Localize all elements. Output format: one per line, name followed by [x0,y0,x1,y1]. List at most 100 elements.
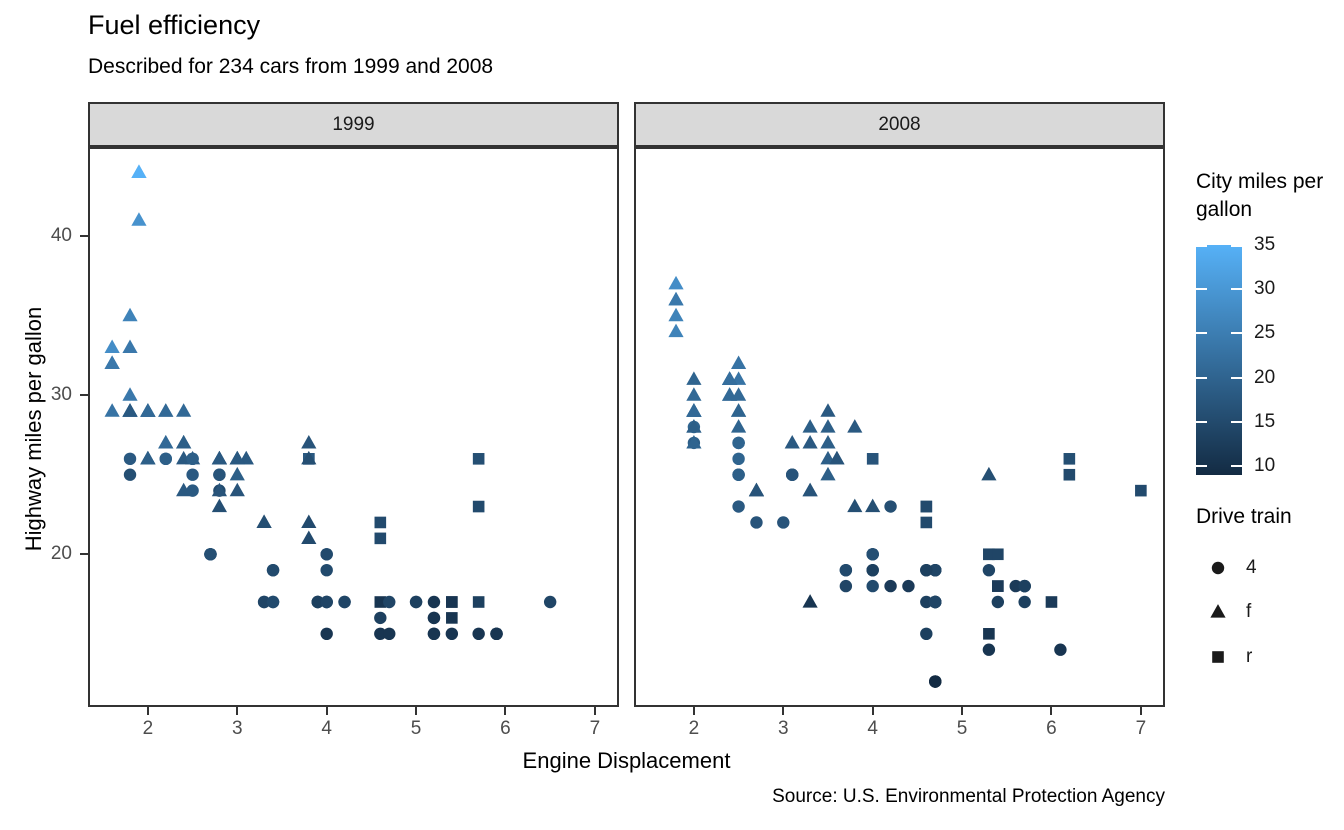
colorbar-tick-label: 35 [1254,234,1276,255]
data-point [802,419,818,433]
x-axis-title: Engine Displacement [522,748,731,773]
data-point [1018,579,1031,593]
plot-panel [88,147,619,707]
x-axis-tick [782,707,785,715]
data-point [732,500,745,513]
x-axis-tick-label: 4 [321,718,332,739]
data-point [1210,604,1226,618]
data-point [920,595,933,609]
data-point [866,563,879,577]
data-point [122,387,138,401]
data-point [820,403,836,417]
data-point [802,482,818,497]
data-point [374,611,387,625]
legend-key-4 [1198,548,1238,588]
colorbar-tick [1196,465,1207,468]
chart-caption: Source: U.S. Environmental Protection Ag… [772,786,1165,807]
data-point [786,468,799,481]
data-point [131,212,147,226]
data-point [211,498,228,513]
legend-label-r: r [1246,646,1253,667]
data-point [839,579,853,593]
x-axis-tick [1050,707,1053,715]
data-point [472,627,485,641]
data-point [123,452,137,466]
data-point [445,627,459,641]
data-point [176,435,192,449]
data-point [320,595,333,609]
data-point [229,450,245,465]
x-axis-tick [1139,707,1142,715]
color-legend-bar [1196,245,1242,475]
data-point [374,516,387,529]
data-point [929,595,942,609]
data-point [732,436,745,450]
data-point [1063,453,1076,465]
colorbar-tick-label: 20 [1254,366,1276,388]
data-point [992,580,1004,592]
data-point [866,548,879,561]
data-point [374,627,387,641]
data-point [929,675,942,688]
data-point [902,579,915,593]
data-point [929,563,942,577]
data-point [446,612,458,624]
data-point [820,466,836,481]
data-point [920,516,933,529]
data-point [186,452,199,466]
y-axis-tick [80,235,88,238]
y-axis-tick-label: 30 [50,384,72,406]
data-point [543,595,557,609]
y-axis-tick [80,553,88,556]
data-point [866,453,879,465]
data-point [122,339,138,354]
y-axis-tick-label: 20 [50,543,72,565]
data-point [865,498,881,513]
x-axis-tick-label: 3 [231,718,243,739]
data-point [256,514,272,529]
data-point [884,579,897,593]
chart-title: Fuel efficiency [88,10,261,40]
data-point [374,596,387,608]
colorbar-tick [1231,465,1242,468]
chart-subtitle: Described for 234 cars from 1999 and 200… [88,55,494,78]
data-point [140,450,156,465]
data-point [211,450,228,465]
data-point [668,291,684,306]
data-point [1045,596,1058,608]
data-point [982,643,996,656]
data-point [981,466,997,481]
data-point [1054,643,1067,656]
legend-key-r [1198,637,1238,677]
circle-icon [1211,561,1225,575]
data-point [748,482,765,497]
data-point [320,627,333,641]
data-point [104,339,120,354]
data-point [983,628,995,640]
colorbar-tick [1196,332,1207,335]
colorbar-tick-label: 15 [1254,410,1276,432]
data-point [229,466,245,481]
x-axis-tick [504,707,507,715]
data-point [186,484,199,497]
shape-legend-title: Drive train [1196,505,1292,528]
data-point [686,435,702,449]
data-point [104,355,120,369]
data-point [829,450,845,465]
data-point [884,500,897,513]
colorbar-tick [1231,420,1242,423]
colorbar-tick-label: 30 [1254,278,1276,300]
colorbar-tick [1231,376,1242,379]
y-axis-tick-label: 40 [50,225,72,247]
data-point [472,453,485,465]
data-point [1135,484,1147,497]
x-axis-tick [593,707,596,715]
facet-label: 2008 [878,113,921,135]
panel-canvas [104,164,557,641]
data-point [777,516,790,529]
data-point [686,403,702,417]
data-point [122,307,138,322]
data-point [301,514,317,529]
colorbar-tick [1231,288,1242,291]
data-point [204,548,217,561]
